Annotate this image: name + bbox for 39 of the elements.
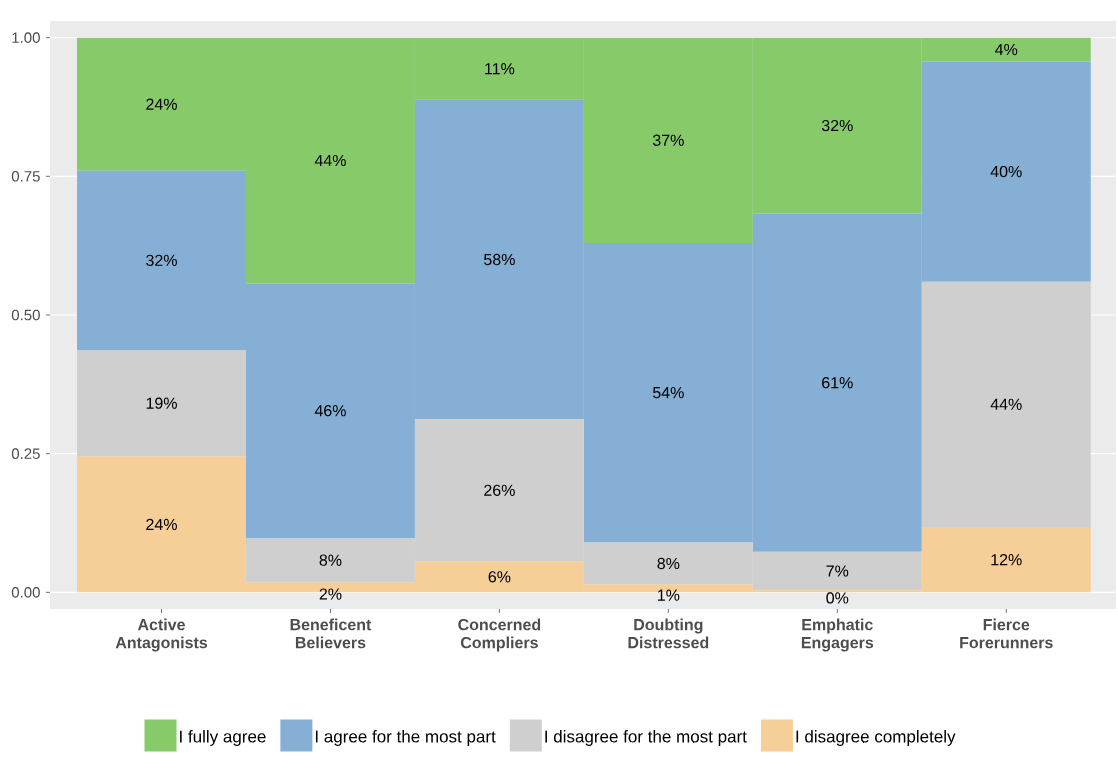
- data-label: 2%: [319, 588, 342, 600]
- legend-label: I fully agree: [180, 730, 266, 746]
- data-label: 26%: [484, 484, 515, 496]
- y-tick-label: 1.00: [12, 32, 40, 43]
- data-label: 32%: [146, 254, 177, 267]
- data-label: 11%: [485, 63, 515, 75]
- data-label: 8%: [657, 557, 680, 570]
- data-label: 24%: [146, 98, 177, 110]
- data-label: 46%: [314, 405, 346, 417]
- data-label: 8%: [319, 554, 342, 566]
- data-label: 37%: [652, 134, 684, 146]
- data-label: 12%: [991, 554, 1022, 566]
- data-label: 7%: [826, 565, 849, 577]
- data-label: 1%: [658, 589, 680, 601]
- y-tick-label: 0.00: [11, 587, 40, 598]
- legend-label: I agree for the most part: [315, 730, 496, 746]
- data-label: 24%: [146, 518, 177, 531]
- x-tick-label: Doubting Distressed: [628, 618, 709, 649]
- data-label: 44%: [314, 154, 346, 167]
- data-label: 32%: [821, 119, 853, 132]
- x-tick-label: Concerned Compliers: [458, 618, 541, 652]
- data-label: 0%: [826, 592, 849, 604]
- data-label: 58%: [484, 253, 515, 266]
- legend-label: I disagree for the most part: [545, 730, 747, 746]
- data-label: 54%: [652, 387, 684, 399]
- data-label: 61%: [822, 377, 853, 389]
- data-label: 6%: [488, 571, 511, 583]
- data-label: 44%: [990, 398, 1022, 410]
- y-tick-label: 0.50: [11, 309, 40, 321]
- data-label: 19%: [146, 397, 177, 409]
- legend-label: I disagree completely: [796, 730, 956, 746]
- y-tick-label: 0.75: [11, 171, 40, 182]
- x-tick-label: Fierce Forerunners: [960, 618, 1053, 649]
- x-tick-label: Beneficent Believers: [290, 618, 372, 649]
- x-tick-label: Emphatic Engagers: [801, 618, 874, 652]
- data-label: 40%: [990, 165, 1022, 178]
- x-tick-label: Active Antagonists: [115, 618, 208, 652]
- data-label: 4%: [995, 43, 1018, 56]
- y-tick-label: 0.25: [11, 448, 40, 459]
